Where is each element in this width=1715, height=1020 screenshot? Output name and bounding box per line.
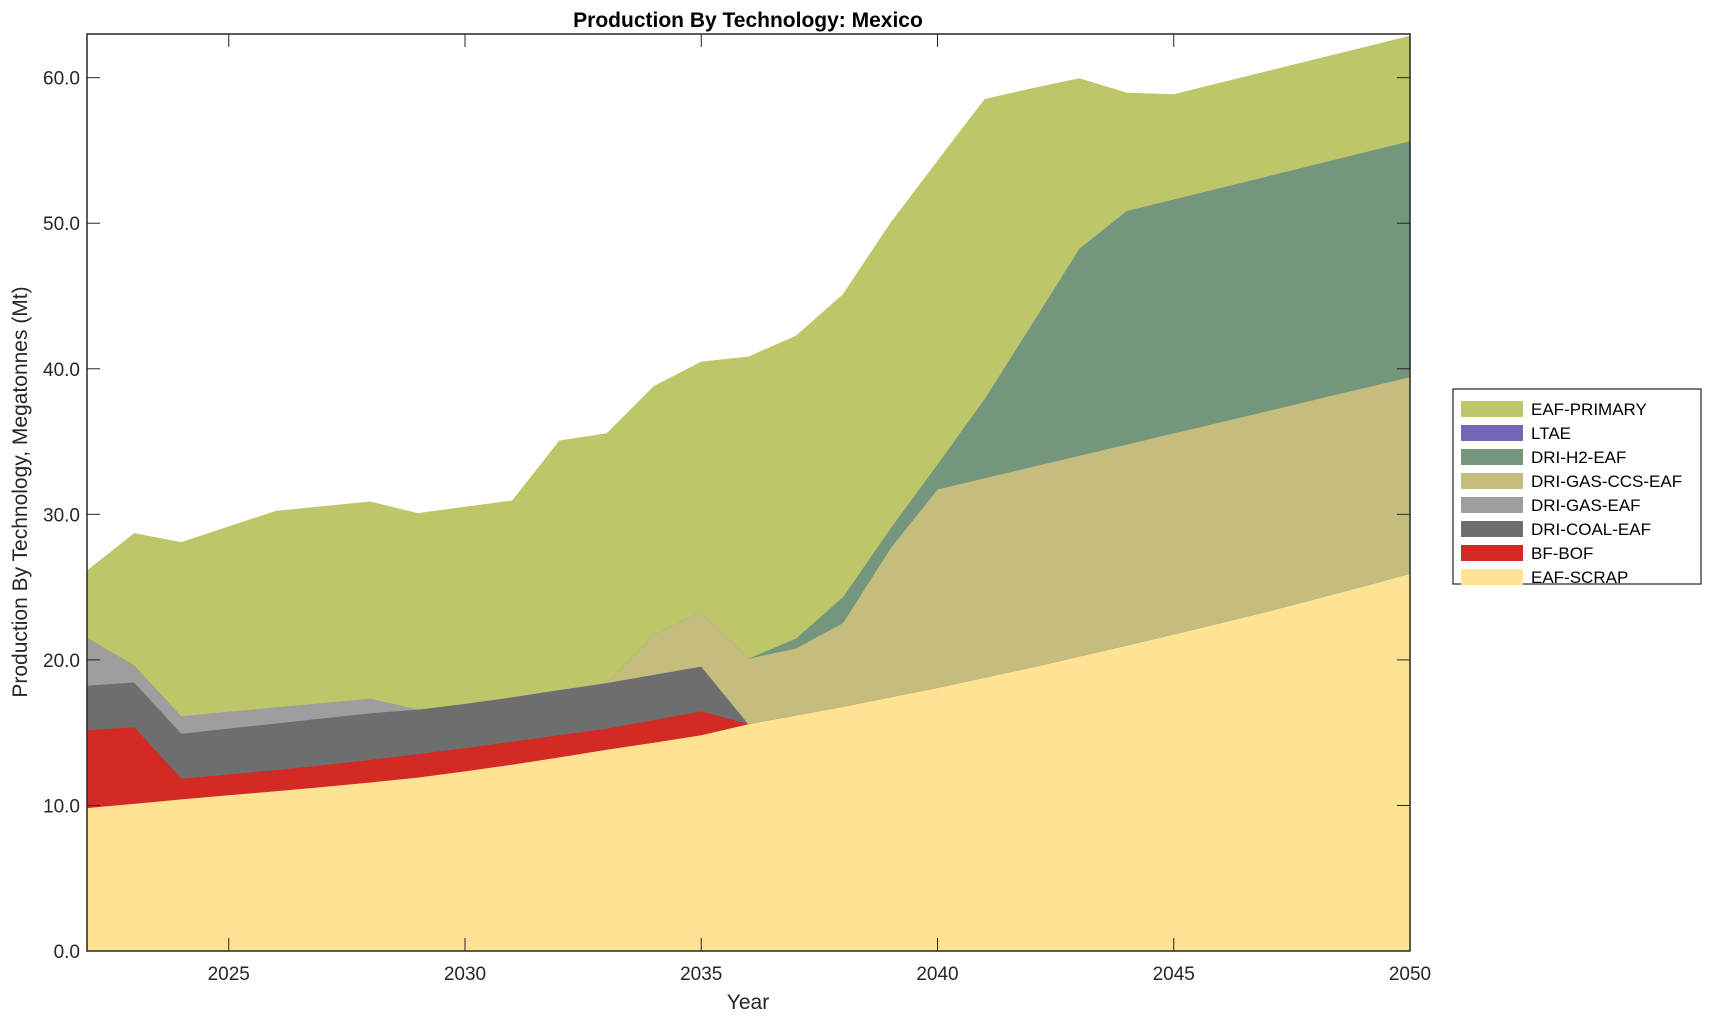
legend-swatch — [1461, 521, 1523, 537]
legend-item: DRI-COAL-EAF — [1461, 520, 1651, 539]
legend-label: DRI-GAS-EAF — [1531, 496, 1641, 515]
x-tick-label: 2025 — [208, 964, 250, 985]
legend: EAF-PRIMARY LTAE DRI-H2-EAF DRI-GAS-CCS-EAF… — [1452, 388, 1702, 587]
legend-item: EAF-SCRAP — [1461, 568, 1628, 587]
legend-item: DRI-H2-EAF — [1461, 448, 1626, 467]
x-tick-label: 2030 — [444, 964, 486, 985]
legend-swatch — [1461, 401, 1523, 417]
legend-label: DRI-H2-EAF — [1531, 448, 1626, 467]
y-tick-label: 60.0 — [43, 69, 80, 90]
legend-item: BF-BOF — [1461, 544, 1593, 563]
axes-frame — [86, 33, 1411, 952]
y-tick-labels: 0.0 10.0 20.0 30.0 40.0 50.0 60.0 — [43, 69, 80, 963]
legend-label: LTAE — [1531, 424, 1571, 443]
x-tick-label: 2045 — [1153, 964, 1195, 985]
area-layers — [86, 35, 1411, 952]
legend-swatch — [1461, 497, 1523, 513]
legend-label: EAF-SCRAP — [1531, 568, 1628, 587]
y-tick-label: 0.0 — [54, 942, 80, 963]
x-tick-label: 2050 — [1389, 964, 1431, 985]
x-tick-labels: 2025 2030 2035 2040 2045 2050 — [208, 964, 1432, 985]
legend-label: DRI-GAS-CCS-EAF — [1531, 472, 1682, 491]
legend-items: EAF-PRIMARY LTAE DRI-H2-EAF DRI-GAS-CCS-EAF… — [1461, 400, 1682, 587]
chart-title: Production By Technology: Mexico — [573, 9, 923, 32]
legend-label: BF-BOF — [1531, 544, 1593, 563]
y-tick-label: 50.0 — [43, 214, 80, 235]
y-axis-title: Production By Technology, Megatonnes (Mt… — [9, 286, 32, 697]
x-tick-label: 2035 — [680, 964, 722, 985]
legend-label: DRI-COAL-EAF — [1531, 520, 1651, 539]
legend-item: DRI-GAS-EAF — [1461, 496, 1641, 515]
legend-label: EAF-PRIMARY — [1531, 400, 1647, 419]
x-axis-title: Year — [727, 991, 769, 1014]
legend-swatch — [1461, 425, 1523, 441]
axis-ticks — [87, 34, 1411, 952]
y-tick-label: 40.0 — [43, 360, 80, 381]
legend-swatch — [1461, 545, 1523, 561]
legend-item: DRI-GAS-CCS-EAF — [1461, 472, 1682, 491]
legend-swatch — [1461, 473, 1523, 489]
x-tick-label: 2040 — [916, 964, 958, 985]
y-tick-label: 20.0 — [43, 651, 80, 672]
legend-item: EAF-PRIMARY — [1461, 400, 1647, 419]
legend-swatch — [1461, 569, 1523, 585]
y-tick-label: 10.0 — [43, 796, 80, 817]
legend-swatch — [1461, 449, 1523, 465]
y-tick-label: 30.0 — [43, 505, 80, 526]
legend-item: LTAE — [1461, 424, 1571, 443]
